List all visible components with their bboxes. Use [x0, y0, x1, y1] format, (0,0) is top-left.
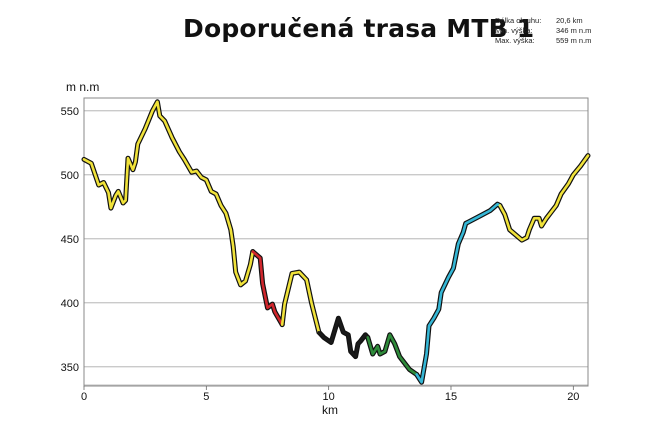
stat-length-label: Délka okruhu: [495, 16, 542, 25]
x-axis-label: km [322, 403, 338, 417]
y-tick-label: 400 [61, 298, 79, 310]
segment-line-0 [82, 100, 255, 287]
y-tick-label: 450 [61, 234, 79, 246]
segment-line-3 [317, 316, 370, 358]
y-tick-label: 550 [61, 106, 79, 118]
y-tick-label: 500 [61, 170, 79, 182]
plot-frame [83, 97, 589, 387]
y-tick-label: 350 [61, 362, 79, 374]
segment-outline-6 [497, 153, 591, 243]
segment-outline-3 [316, 315, 371, 360]
segment-line-4 [366, 333, 419, 376]
segment-line-6 [498, 154, 590, 242]
stat-max-value: 559 m n.m [556, 36, 592, 45]
x-tick-label: 10 [323, 391, 335, 403]
stat-max-label: Max. výška: [495, 36, 535, 45]
y-axis-label: m n.m [66, 80, 99, 94]
stat-min-value: 346 m n.m [556, 26, 592, 35]
segment-line-1 [251, 250, 284, 326]
chart-title: Doporučená trasa MTB 1 [183, 14, 535, 43]
x-tick-label: 15 [445, 391, 457, 403]
route-stats: Délka okruhu: 20,6 km Min. výška: 346 m … [495, 16, 591, 46]
gridlines [84, 110, 588, 386]
segment-outline-2 [279, 269, 322, 335]
stat-length: Délka okruhu: 20,6 km [495, 16, 591, 26]
stat-min-label: Min. výška: [495, 26, 533, 35]
x-axis-ticks: 0 5 10 15 20 [81, 386, 579, 403]
segment-outline-5 [414, 201, 503, 385]
stat-min-elevation: Min. výška: 346 m n.m [495, 26, 591, 36]
stat-max-elevation: Max. výška: 559 m n.m [495, 36, 591, 46]
x-tick-label: 5 [203, 391, 209, 403]
y-axis-ticks: 350 400 450 500 550 [61, 106, 79, 374]
elevation-series [81, 99, 591, 385]
stat-length-value: 20,6 km [556, 16, 583, 25]
x-tick-label: 20 [567, 391, 579, 403]
x-tick-label: 0 [81, 391, 87, 403]
segment-line-5 [415, 202, 502, 384]
segment-outline-1 [250, 249, 285, 328]
segment-line-2 [280, 270, 321, 334]
